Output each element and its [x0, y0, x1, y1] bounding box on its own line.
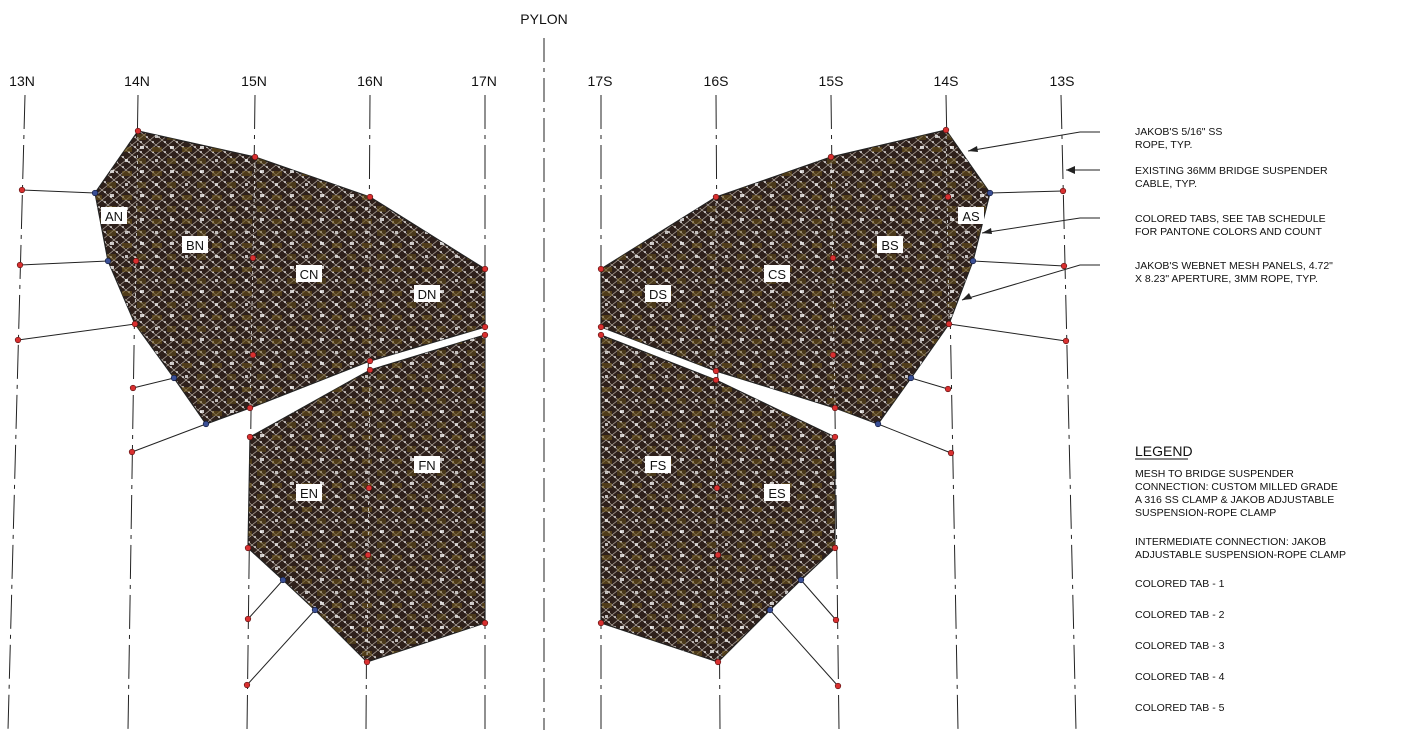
mesh-panels-south — [600, 129, 991, 663]
panel-label-dn: DN — [418, 287, 437, 302]
legend-intermediate-line1: INTERMEDIATE CONNECTION: JAKOB — [1135, 536, 1326, 548]
note-rope-line2: ROPE, TYP. — [1135, 139, 1192, 151]
callout-arrowheads — [962, 146, 1075, 300]
seam-lines-south — [715, 129, 950, 663]
panel-label-en: EN — [300, 486, 318, 501]
legend-mesh-connection-line2: CONNECTION: CUSTOM MILLED GRADE — [1135, 481, 1338, 493]
note-cable-line1: EXISTING 36MM BRIDGE SUSPENDER — [1135, 165, 1328, 177]
legend-mesh-connection-line1: MESH TO BRIDGE SUSPENDER — [1135, 468, 1294, 480]
legend-mesh-connection-line3: A 316 SS CLAMP & JAKOB ADJUSTABLE — [1135, 494, 1334, 506]
panel-label-cn: CN — [300, 267, 319, 282]
gridline-label-14s: 14S — [934, 73, 959, 89]
note-mesh-line2: X 8.23" APERTURE, 3MM ROPE, TYP. — [1135, 273, 1318, 285]
legend-tab-3: COLORED TAB - 3 — [1135, 640, 1225, 652]
panel-label-ds: DS — [649, 287, 667, 302]
callout-notes: JAKOB'S 5/16" SS ROPE, TYP. EXISTING 36M… — [1135, 126, 1333, 285]
note-tabs-line1: COLORED TABS, SEE TAB SCHEDULE — [1135, 213, 1326, 225]
mesh-panels-north — [94, 130, 486, 663]
intermediate-connection-points — [91, 189, 994, 614]
gridline-label-15s: 15S — [819, 73, 844, 89]
legend-tab-1: COLORED TAB - 1 — [1135, 578, 1225, 590]
mesh-panel-upper-south-texture — [601, 130, 990, 424]
panel-label-an: AN — [105, 209, 123, 224]
suspension-ropes-south — [769, 190, 1067, 687]
mesh-panel-lower-north-texture — [248, 335, 485, 662]
panel-label-fn: FN — [418, 458, 435, 473]
mesh-panel-upper-north-texture — [95, 131, 485, 424]
gridline-label-17n: 17N — [471, 73, 497, 89]
gridline-13s — [1060, 94, 1077, 730]
panel-label-as: AS — [962, 209, 980, 224]
panel-label-bn: BN — [186, 238, 204, 253]
legend-intermediate-line2: ADJUSTABLE SUSPENSION-ROPE CLAMP — [1135, 549, 1346, 561]
seam-lines-north — [134, 130, 371, 663]
pylon-label: PYLON — [520, 11, 567, 27]
gridline-label-15n: 15N — [241, 73, 267, 89]
mesh-panel-lower-south-texture — [601, 335, 835, 662]
panel-labels: AN BN CN DN EN FN AS BS CS DS ES FS — [101, 207, 984, 501]
note-mesh-line1: JAKOB'S WEBNET MESH PANELS, 4.72" — [1135, 260, 1333, 272]
panel-label-cs: CS — [768, 267, 786, 282]
gridline-label-16n: 16N — [357, 73, 383, 89]
legend-tab-2: COLORED TAB - 2 — [1135, 609, 1225, 621]
note-tabs-line2: FOR PANTONE COLORS AND COUNT — [1135, 226, 1322, 238]
gridline-label-13s: 13S — [1050, 73, 1075, 89]
callouts — [961, 131, 1100, 301]
gridline-label-13n: 13N — [9, 73, 35, 89]
gridline-13n — [7, 94, 26, 730]
legend-mesh-connection-line4: SUSPENSION-ROPE CLAMP — [1135, 507, 1276, 519]
legend-title: LEGEND — [1135, 443, 1193, 459]
legend-tab-5: COLORED TAB - 5 — [1135, 702, 1225, 714]
note-rope-line1: JAKOB'S 5/16" SS — [1135, 126, 1222, 138]
gridline-label-17s: 17S — [588, 73, 613, 89]
panel-label-bs: BS — [881, 238, 899, 253]
mesh-connection-points — [14, 126, 1070, 690]
gridline-label-16s: 16S — [704, 73, 729, 89]
suspension-ropes-north — [17, 189, 316, 686]
legend: LEGEND MESH TO BRIDGE SUSPENDER CONNECTI… — [1135, 443, 1346, 714]
legend-tab-4: COLORED TAB - 4 — [1135, 671, 1225, 683]
panel-label-es: ES — [768, 486, 786, 501]
gridline-label-14n: 14N — [124, 73, 150, 89]
panel-label-fs: FS — [650, 458, 667, 473]
note-cable-line2: CABLE, TYP. — [1135, 178, 1197, 190]
